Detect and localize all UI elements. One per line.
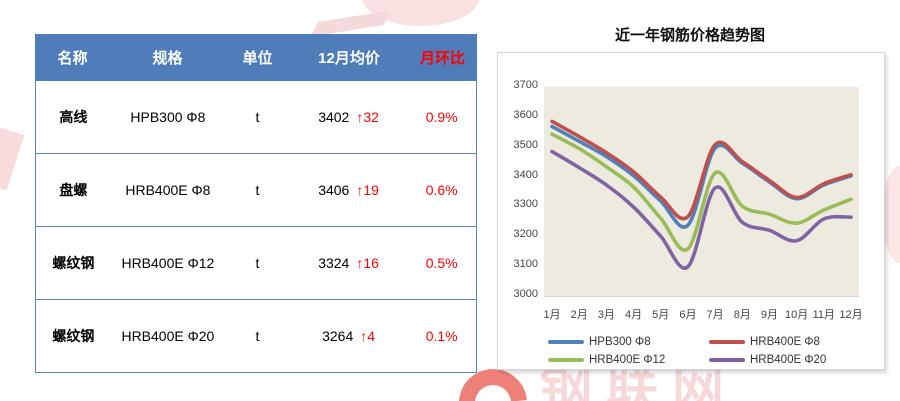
product-price-cell: 3406 ↑19 — [290, 182, 407, 198]
price-value: 3402 — [318, 109, 350, 125]
legend-item-HRB400EΦ12: HRB400E Φ12 — [548, 353, 665, 367]
product-name: 螺纹钢 — [52, 255, 95, 271]
product-unit: t — [255, 255, 260, 271]
up-arrow-icon: ↑ — [356, 255, 364, 271]
x-tick-label: 11月 — [812, 309, 835, 321]
y-tick-label: 3200 — [513, 228, 538, 241]
table-row-luowengang-20: 螺纹钢 HRB400E Φ20 t 3264 ↑4 0.1% — [36, 299, 476, 372]
legend-label: HRB400E Φ12 — [589, 354, 666, 366]
header-name: 名称 — [57, 50, 88, 67]
y-tick-label: 3400 — [513, 168, 538, 181]
x-tick-label: 5月 — [652, 309, 670, 321]
mom-percent: 0.5% — [425, 255, 458, 271]
product-price-cell: 3264 ↑4 — [290, 328, 407, 344]
product-spec: HRB400E Φ12 — [121, 255, 215, 271]
product-spec: HRB400E Φ8 — [125, 182, 211, 198]
x-tick-label: 6月 — [679, 309, 697, 321]
product-unit: t — [255, 109, 260, 125]
x-tick-label: 7月 — [706, 309, 724, 321]
header-spec: 规格 — [152, 50, 183, 67]
product-unit: t — [255, 182, 260, 198]
header-dec-avg-price: 12月均价 — [318, 50, 380, 67]
legend-line-swatch — [548, 340, 584, 344]
x-tick-label: 9月 — [760, 309, 778, 321]
table-row-panluo: 盘螺 HRB400E Φ8 t 3406 ↑19 0.6% — [36, 153, 476, 226]
mom-percent: 0.9% — [425, 109, 458, 125]
product-name: 盘螺 — [59, 182, 88, 198]
x-tick-label: 4月 — [624, 309, 643, 321]
legend-label: HPB300 Φ8 — [589, 336, 651, 348]
up-arrow-icon: ↑ — [356, 109, 364, 125]
y-tick-label: 3300 — [513, 198, 538, 211]
legend-line-swatch — [548, 358, 584, 362]
table-header-row: 名称 规格 单位 12月均价 月环比 — [35, 34, 477, 81]
header-unit: 单位 — [242, 50, 273, 67]
price-value: 3406 — [318, 182, 350, 198]
plot-area — [544, 87, 859, 297]
change-value: 4 — [367, 328, 376, 344]
up-arrow-icon: ↑ — [356, 182, 364, 198]
chart-title: 近一年钢筋价格趋势图 — [614, 27, 765, 44]
trend-chart-card: 3700 3600 3500 3400 3300 3200 3100 3000 1月 2月 3月 4月… — [497, 52, 885, 370]
legend-item-HRB400EΦ8: HRB400E Φ8 — [709, 335, 820, 349]
x-tick-label: 1月 — [543, 309, 561, 321]
legend-item-HRB400EΦ20: HRB400E Φ20 — [709, 353, 826, 367]
legend-line-swatch — [709, 340, 745, 344]
legend-item-HPB300Φ8: HPB300 Φ8 — [548, 335, 651, 349]
mom-percent: 0.1% — [425, 328, 458, 344]
product-unit: t — [255, 328, 260, 344]
y-tick-label: 3100 — [513, 258, 538, 271]
price-change: ↑4 — [360, 328, 375, 344]
x-tick-label: 8月 — [733, 309, 751, 321]
product-price-cell: 3402 ↑32 — [290, 109, 407, 125]
price-value: 3264 — [322, 328, 354, 344]
series-line-HRB400EΦ8 — [550, 119, 853, 221]
watermark-arc — [362, 0, 480, 26]
mom-percent: 0.6% — [425, 182, 458, 198]
change-value: 32 — [363, 109, 379, 125]
price-change: ↑19 — [356, 182, 379, 198]
x-tick-label: 10月 — [784, 309, 809, 321]
y-tick-label: 3000 — [513, 288, 538, 300]
y-tick-label: 3700 — [513, 79, 538, 91]
table-row-gaoxian: 高线 HPB300 Φ8 t 3402 ↑32 0.9% — [36, 81, 476, 153]
change-value: 19 — [363, 182, 379, 198]
price-value: 3324 — [318, 255, 350, 271]
product-name: 螺纹钢 — [52, 328, 95, 344]
product-name: 高线 — [59, 109, 88, 125]
x-tick-label: 12月 — [839, 309, 863, 321]
series-line-HRB400EΦ12 — [550, 132, 853, 252]
table-body: 高线 HPB300 Φ8 t 3402 ↑32 0.9% 盘螺 HRB400E Φ… — [35, 81, 477, 373]
y-tick-label: 3600 — [513, 108, 538, 121]
watermark-left-wedge — [0, 127, 25, 191]
header-mom: 月环比 — [419, 50, 465, 67]
series-line-HRB400EΦ20 — [550, 149, 853, 270]
table-row-luowengang-12: 螺纹钢 HRB400E Φ12 t 3324 ↑16 0.5% — [36, 226, 476, 299]
x-tick-label: 3月 — [597, 309, 615, 321]
legend-label: HRB400E Φ20 — [750, 354, 827, 366]
product-spec: HRB400E Φ20 — [121, 328, 215, 344]
y-tick-label: 3500 — [513, 138, 538, 151]
trend-lines-svg — [550, 119, 853, 270]
price-table: 名称 规格 单位 12月均价 月环比 高线 HPB300 Φ8 t 3402 ↑3… — [35, 34, 477, 373]
product-spec: HPB300 Φ8 — [130, 109, 206, 125]
price-change: ↑16 — [356, 255, 379, 271]
product-price-cell: 3324 ↑16 — [290, 255, 407, 271]
watermark-slash — [310, 10, 392, 37]
legend-line-swatch — [709, 358, 745, 362]
x-tick-label: 2月 — [570, 309, 588, 321]
up-arrow-icon: ↑ — [360, 328, 368, 344]
change-value: 16 — [363, 255, 379, 271]
legend-label: HRB400E Φ8 — [750, 336, 820, 348]
price-change: ↑32 — [356, 109, 379, 125]
